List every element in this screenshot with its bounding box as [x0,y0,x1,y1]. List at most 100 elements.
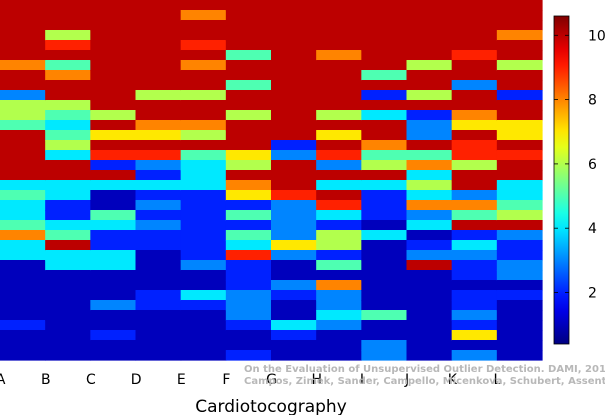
heatmap-cell [451,210,498,221]
heatmap-cell [316,250,362,261]
heatmap-cell [406,210,453,221]
heatmap-cell [0,160,46,171]
heatmap-cell [180,80,227,91]
heatmap-cell [496,200,543,211]
heatmap-cell [406,140,453,151]
heatmap-cell [180,100,227,111]
heatmap-cell [135,230,182,241]
heatmap-cell [361,170,408,181]
heatmap-cell [90,140,137,151]
heatmap-cell [135,10,182,21]
heatmap-cell [180,90,227,101]
heatmap-cell [271,0,317,11]
heatmap-cell [90,0,137,11]
heatmap-cell [451,160,498,171]
heatmap-cell [361,260,408,271]
heatmap-cell [45,210,91,221]
heatmap-cell [225,170,272,181]
heatmap-cell [225,230,272,241]
heatmap-cell [451,70,498,81]
heatmap-cell [271,130,317,141]
heatmap-cell [135,90,182,101]
heatmap-cell [45,340,91,351]
heatmap-cell [135,270,182,281]
heatmap-cell [180,50,227,61]
heatmap-cell [90,220,137,231]
heatmap-cell [45,230,91,241]
heatmap-cell [271,60,317,71]
heatmap-cell [135,0,182,11]
heatmap-cell [271,290,317,301]
heatmap-cell [316,310,362,321]
heatmap-cell [225,190,272,201]
heatmap-cell [451,190,498,201]
heatmap-cell [271,330,317,341]
heatmap-cell [451,50,498,61]
heatmap-cell [271,30,317,41]
heatmap-cell [361,160,408,171]
heatmap-cell [180,350,227,361]
x-tick-label: E [177,372,186,388]
heatmap-cell [361,50,408,61]
heatmap-cell [361,100,408,111]
heatmap-cell [496,110,543,121]
heatmap-cell [406,20,453,31]
heatmap-cell [0,100,46,111]
heatmap-cell [406,170,453,181]
heatmap-cell [451,340,498,351]
heatmap-cell [180,320,227,331]
heatmap-cell [225,220,272,231]
heatmap-cell [316,350,362,361]
heatmap-cell [496,250,543,261]
heatmap-cell [271,350,317,361]
heatmap-cell [406,180,453,191]
heatmap-cell [135,160,182,171]
heatmap-cell [406,100,453,111]
heatmap-cell [406,130,453,141]
heatmap-cell [451,310,498,321]
heatmap-cell [225,340,272,351]
heatmap-cell [135,110,182,121]
heatmap-cell [45,250,91,261]
heatmap-cell [180,290,227,301]
heatmap-cell [90,320,137,331]
heatmap-cell [361,300,408,311]
heatmap-cell [45,60,91,71]
heatmap-cell [135,190,182,201]
heatmap-cell [451,120,498,131]
heatmap-cell [496,260,543,271]
heatmap-cell [0,0,46,11]
heatmap-cell [180,60,227,71]
heatmap-cell [316,60,362,71]
heatmap-cell [361,190,408,201]
heatmap-cell [180,140,227,151]
heatmap-cell [316,30,362,41]
heatmap-cell [361,350,408,361]
heatmap-cell [406,320,453,331]
heatmap-cell [406,290,453,301]
heatmap-cell [45,0,91,11]
heatmap-cell [135,120,182,131]
heatmap-cell [90,350,137,361]
heatmap-cell [90,100,137,111]
heatmap-cell [90,130,137,141]
heatmap-cell [90,340,137,351]
heatmap-cell [90,260,137,271]
heatmap-cell [316,140,362,151]
heatmap-cell [0,70,46,81]
heatmap-cell [451,290,498,301]
heatmap-cell [225,330,272,341]
heatmap-cell [316,220,362,231]
heatmap-cell [180,130,227,141]
heatmap-cell [361,120,408,131]
heatmap-cell [180,310,227,321]
heatmap-cell [0,80,46,91]
heatmap-cell [451,180,498,191]
heatmap-cell [451,280,498,291]
heatmap-cell [135,140,182,151]
heatmap-cell [451,80,498,91]
heatmap-cell [45,20,91,31]
heatmap-cell [45,160,91,171]
heatmap-cell [361,290,408,301]
heatmap-cell [496,100,543,111]
